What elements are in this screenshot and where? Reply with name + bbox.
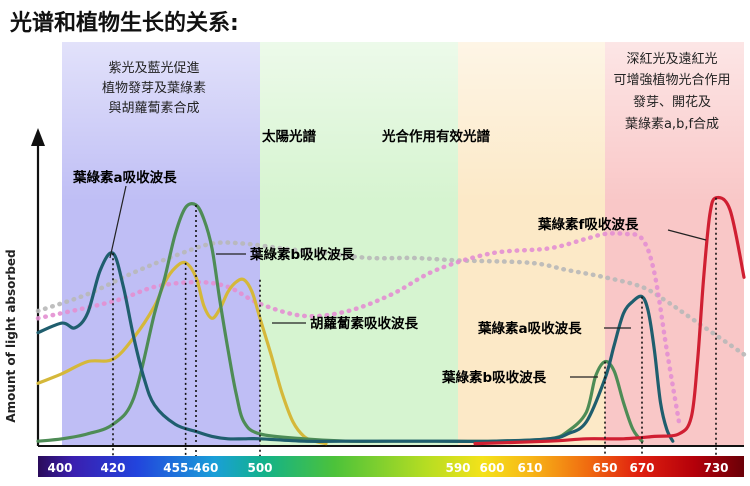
label-chlorophyll-b: 葉綠素b吸收波長 [249, 246, 355, 263]
red-note-line: 深紅光及遠紅光 [626, 52, 717, 67]
x-tick-label: 730 [703, 461, 728, 475]
wavelength-markers [112, 197, 717, 456]
chart-axes: Amount of light absorbed [4, 128, 744, 447]
x-tick-label: 400 [47, 461, 72, 475]
series-line-5 [35, 231, 682, 425]
y-axis-label: Amount of light absorbed [4, 249, 18, 422]
spectrum-bands [38, 42, 744, 446]
x-tick-label: 590 [445, 461, 470, 475]
y-axis-arrow [31, 128, 45, 146]
series-line-4 [35, 240, 747, 357]
spectrum-color-bar [38, 456, 744, 477]
page-title: 光谱和植物生长的关系: [9, 10, 239, 36]
red-note-line: 葉綠素a,b,f合成 [625, 117, 719, 132]
leader-line [109, 185, 127, 259]
x-tick-label: 670 [629, 461, 654, 475]
label-par-spectrum: 光合作用有效光譜 [381, 128, 490, 145]
red-note-line: 發芽、開花及 [633, 94, 711, 110]
blue-light-note: 紫光及藍光促進 植物發芽及葉綠素 與胡蘿蔔素合成 [102, 61, 206, 116]
x-tick-label: 600 [479, 461, 504, 475]
red-light-note: 深紅光及遠紅光 可增強植物光合作用 發芽、開花及 葉綠素a,b,f合成 [613, 52, 730, 132]
absorption-curves [35, 195, 747, 446]
label-leaders [109, 185, 707, 378]
blue-note-line: 植物發芽及葉綠素 [102, 81, 206, 96]
x-tick-label: 500 [247, 461, 272, 475]
x-tick-label: 610 [517, 461, 542, 475]
x-tick-labels: 400 420 455-460 500 590 600 610 650 670 730 [47, 461, 728, 475]
blue-note-line: 紫光及藍光促進 [108, 61, 199, 76]
series-line-0 [36, 251, 675, 443]
red-note-line: 可增強植物光合作用 [613, 73, 730, 88]
label-chlorophyll-a: 葉綠素a吸收波長 [72, 169, 177, 186]
band-highlight [38, 42, 744, 202]
series-line-2 [36, 260, 328, 446]
x-tick-label: 455-460 [163, 461, 218, 475]
series-line-1 [36, 202, 644, 443]
label-carotene: 胡蘿蔔素吸收波長 [310, 315, 418, 332]
curve-labels: 葉綠素a吸收波長 葉綠素b吸收波長 胡蘿蔔素吸收波長 葉綠素a吸收波長 葉綠素b… [72, 128, 639, 386]
label-chlorophyll-a-red: 葉綠素a吸收波長 [477, 320, 582, 337]
blue-note-line: 與胡蘿蔔素合成 [108, 101, 199, 116]
leader-line [667, 229, 707, 241]
x-tick-label: 650 [592, 461, 617, 475]
x-tick-label: 420 [100, 461, 125, 475]
label-chlorophyll-b-red: 葉綠素b吸收波長 [441, 369, 547, 386]
label-chlorophyll-f: 葉綠素f吸收波長 [537, 216, 639, 233]
label-solar-spectrum: 太陽光譜 [262, 128, 316, 145]
